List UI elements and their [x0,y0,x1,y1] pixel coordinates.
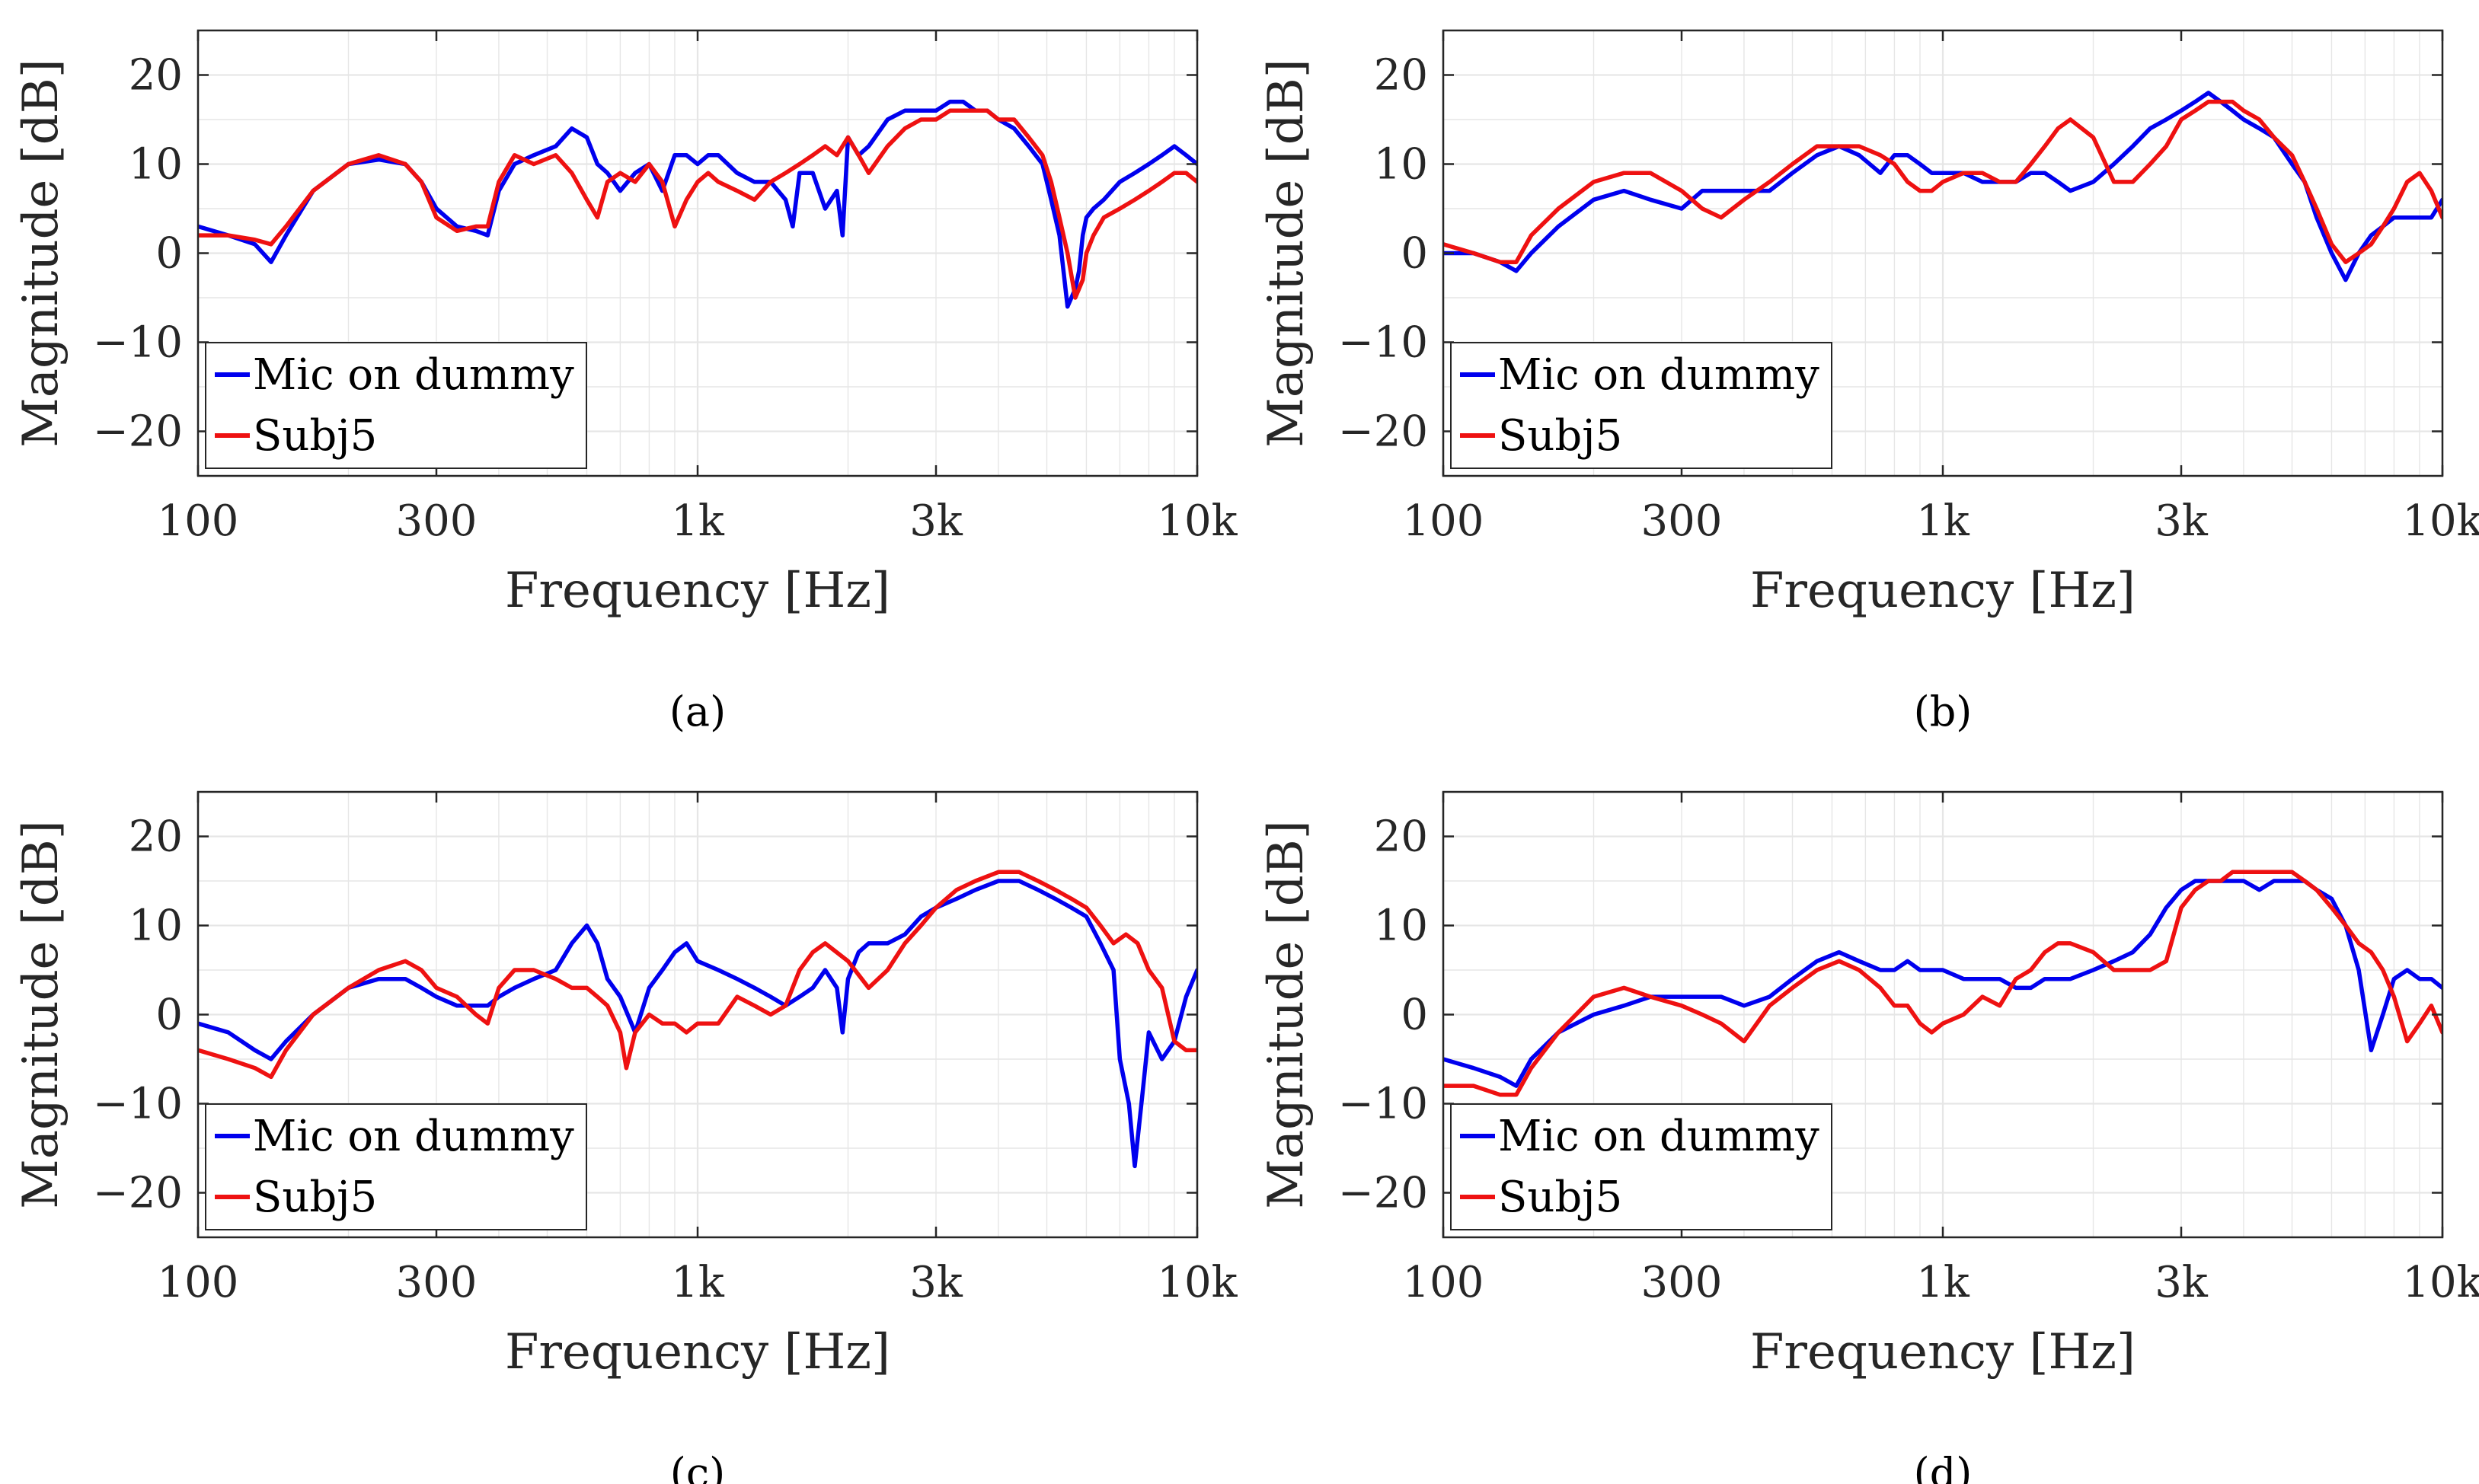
y-tick-label: −20 [1338,407,1428,457]
legend: Mic on dummy Subj5 [1450,1103,1832,1230]
y-tick-label: −10 [1338,1080,1428,1129]
y-tick-label: 20 [1374,812,1428,862]
y-tick-label: −20 [93,1169,183,1218]
y-tick-label: 10 [1374,902,1428,951]
y-tick-label: 20 [129,51,183,101]
subfigure-caption: (d) [1914,1449,1973,1484]
y-axis-label: Magnitude [dB] [13,820,69,1208]
legend-label: Subj5 [1498,411,1622,461]
y-axis-label: Magnitude [dB] [13,59,69,447]
subfigure-caption: (b) [1914,688,1973,736]
y-tick-label: 20 [1374,51,1428,101]
x-tick-label: 10k [1157,1258,1238,1307]
y-tick-label: 0 [1401,991,1428,1040]
y-tick-label: 20 [129,812,183,862]
legend-label: Mic on dummy [253,350,574,400]
y-tick-label: −10 [93,1080,183,1129]
legend-label: Mic on dummy [1498,1112,1819,1161]
legend-label: Mic on dummy [253,1112,574,1161]
x-tick-label: 1k [671,1258,725,1307]
x-tick-label: 3k [909,496,963,546]
x-tick-label: 300 [1641,496,1723,546]
series-line-subj5 [1443,99,2442,264]
x-tick-label: 3k [2155,496,2209,546]
y-tick-label: −20 [93,407,183,457]
x-axis-label: Frequency [Hz] [505,563,890,619]
x-tick-label: 300 [1641,1258,1723,1307]
x-tick-label: 100 [1403,496,1484,546]
legend: Mic on dummy Subj5 [205,1103,587,1230]
legend-label: Subj5 [253,1173,377,1222]
legend: Mic on dummy Subj5 [1450,342,1832,469]
y-tick-label: −10 [93,318,183,368]
x-axis-label: Frequency [Hz] [1750,1324,2136,1380]
y-tick-label: 0 [155,991,183,1040]
series-line-mic-on-dummy [1443,879,2442,1088]
x-tick-label: 100 [1403,1258,1484,1307]
subfigure-caption: (a) [669,688,726,736]
x-axis-label: Frequency [Hz] [1750,563,2136,619]
x-tick-label: 300 [396,1258,478,1307]
legend-label: Subj5 [253,411,377,461]
y-tick-label: 10 [1374,140,1428,190]
y-axis-label: Magnitude [dB] [1258,59,1315,447]
x-tick-label: 1k [1916,496,1970,546]
series-line-mic-on-dummy [198,99,1197,309]
y-tick-label: −20 [1338,1169,1428,1218]
x-tick-label: 3k [2155,1258,2209,1307]
x-axis-label: Frequency [Hz] [505,1324,890,1380]
x-tick-label: 1k [1916,1258,1970,1307]
x-tick-label: 10k [1157,496,1238,546]
x-tick-label: 10k [2402,1258,2479,1307]
y-tick-label: 10 [129,902,183,951]
y-tick-label: 10 [129,140,183,190]
legend-label: Mic on dummy [1498,350,1819,400]
y-tick-label: 0 [1401,229,1428,279]
y-tick-label: −10 [1338,318,1428,368]
legend: Mic on dummy Subj5 [205,342,587,469]
x-tick-label: 300 [396,496,478,546]
series-line-subj5 [198,870,1197,1080]
y-axis-label: Magnitude [dB] [1258,820,1315,1208]
series-line-subj5 [198,108,1197,300]
subfigure-caption: (c) [670,1449,725,1484]
legend-box [205,342,587,469]
legend-box [1450,342,1832,469]
y-tick-label: 0 [155,229,183,279]
series-line-subj5 [1443,870,2442,1097]
legend-box [205,1103,587,1230]
legend-label: Subj5 [1498,1173,1622,1222]
x-tick-label: 100 [158,1258,239,1307]
x-tick-label: 100 [158,496,239,546]
x-tick-label: 1k [671,496,725,546]
legend-box [1450,1103,1832,1230]
x-tick-label: 3k [909,1258,963,1307]
series-line-mic-on-dummy [198,879,1197,1169]
x-tick-label: 10k [2402,496,2479,546]
